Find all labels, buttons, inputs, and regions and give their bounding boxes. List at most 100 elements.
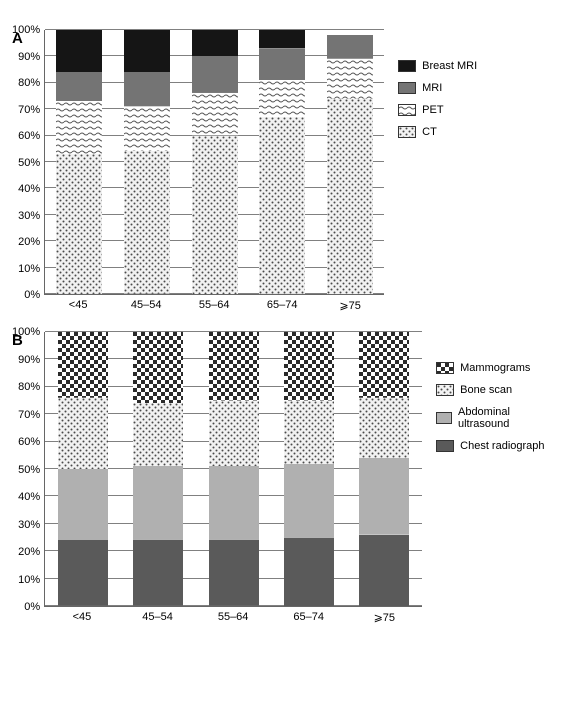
chartB-seg-Chest <box>284 538 334 607</box>
chartA-plot <box>44 30 384 295</box>
chartB-plot <box>44 332 422 607</box>
chartA-seg-MRI <box>259 49 305 81</box>
chartB-xlabel: 55–64 <box>208 611 258 624</box>
chartB-legend-item: Chest radiograph <box>436 440 550 452</box>
chartA-legend: Breast MRI MRI PET CT <box>398 30 508 148</box>
chartA-seg-CT <box>327 99 373 294</box>
chartA-y-axis: 100%90%80%70%60%50%40%30%20%10%0% <box>12 30 44 295</box>
chartA-seg-BreastMRI <box>192 30 238 56</box>
chartB-bar-stack <box>58 332 108 606</box>
chartB-seg-Mammo <box>209 332 259 401</box>
chartA-bar-stack <box>124 30 170 294</box>
chartA-xlabel: 45–54 <box>123 299 169 312</box>
chartB-seg-Bone <box>284 401 334 464</box>
chartA-seg-PET <box>192 93 238 135</box>
chartB-xlabel: ⩾75 <box>359 611 409 624</box>
chartB-row: 100%90%80%70%60%50%40%30%20%10%0%<4545–5… <box>12 332 550 624</box>
chartB-legend-label: Abdominal ultrasound <box>458 406 550 430</box>
chartA-xlabel: <45 <box>55 299 101 312</box>
chartA-seg-MRI <box>192 56 238 93</box>
chartB-bar <box>284 332 334 606</box>
chartB-bar <box>359 332 409 606</box>
chartB-bar-stack <box>133 332 183 606</box>
chartA-seg-BreastMRI <box>124 30 170 72</box>
chartA-seg-MRI <box>327 35 373 59</box>
chartB-bar-stack <box>209 332 259 606</box>
chartA-xlabel: 65–74 <box>259 299 305 312</box>
chartA-seg-PET <box>124 107 170 152</box>
chartA-seg-CT <box>56 154 102 294</box>
chartB-seg-Bone <box>359 398 409 458</box>
chartB-seg-Bone <box>58 398 108 469</box>
chartA: A100%90%80%70%60%50%40%30%20%10%0%<4545–… <box>12 30 550 312</box>
chartA-bar <box>56 30 102 294</box>
chartA-legend-item: Breast MRI <box>398 60 508 72</box>
chartA-row: 100%90%80%70%60%50%40%30%20%10%0% <45 45–5… <box>12 30 550 312</box>
chartB-seg-Mammo <box>284 332 334 401</box>
chartB-bars <box>45 332 422 606</box>
chartB-seg-Chest <box>58 540 108 606</box>
chartB-y-axis: 100%90%80%70%60%50%40%30%20%10%0% <box>12 332 44 607</box>
chartB-seg-Chest <box>133 540 183 606</box>
chartB-bar <box>209 332 259 606</box>
chartA-seg-MRI <box>56 72 102 101</box>
chartB-legend-label: Bone scan <box>460 384 512 396</box>
chartB-seg-Bone <box>209 401 259 467</box>
chartB-legend-item: Mammograms <box>436 362 550 374</box>
chartB-legend-label: Chest radiograph <box>460 440 544 452</box>
chartA-bar-stack <box>259 30 305 294</box>
chartB-xlabel: <45 <box>57 611 107 624</box>
chartA-legend-item: PET <box>398 104 508 116</box>
chartA-legend-label: Breast MRI <box>422 60 477 72</box>
chartA-seg-MRI <box>124 72 170 106</box>
chartB-legend-swatch <box>436 384 454 396</box>
chartB-plot-column: <4545–5455–6465–74⩾75 <box>44 332 422 624</box>
chartA-bar <box>124 30 170 294</box>
chartB-seg-Chest <box>209 540 259 606</box>
chartB-bar-stack <box>359 332 409 606</box>
chartB-legend-swatch <box>436 412 452 424</box>
chartB-seg-Mammo <box>133 332 183 403</box>
chartA-bar-stack <box>192 30 238 294</box>
chartB-seg-Chest <box>359 535 409 606</box>
chartA-bar <box>327 30 373 294</box>
chartA-legend-swatch <box>398 82 416 94</box>
chartB-seg-Mammo <box>58 332 108 398</box>
chartB-seg-Bone <box>133 403 183 466</box>
chartB-xlabel: 65–74 <box>284 611 334 624</box>
chartA-x-axis: <4545–5455–6465–74⩾75 <box>44 299 384 312</box>
chartA-legend-item: CT <box>398 126 508 138</box>
chartB-x-axis: <4545–5455–6465–74⩾75 <box>44 611 422 624</box>
chartA-bars <box>45 30 384 294</box>
chartA-xlabel: 55–64 <box>191 299 237 312</box>
chartB-bar-stack <box>284 332 334 606</box>
chartB-seg-Abdominal <box>133 466 183 540</box>
chartA-bar <box>192 30 238 294</box>
chartA-legend-swatch <box>398 104 416 116</box>
chartB: B100%90%80%70%60%50%40%30%20%10%0%<4545–… <box>12 332 550 624</box>
chartA-seg-BreastMRI <box>56 30 102 72</box>
chartA-seg-BreastMRI <box>259 30 305 48</box>
chartB-legend-item: Abdominal ultrasound <box>436 406 550 430</box>
chartA-seg-PET <box>56 101 102 154</box>
chartA-seg-CT <box>192 136 238 294</box>
chartB-seg-Abdominal <box>58 469 108 540</box>
chartA-seg-CT <box>124 151 170 294</box>
chartB-seg-Abdominal <box>359 458 409 535</box>
chartB-bar <box>58 332 108 606</box>
chartA-legend-item: MRI <box>398 82 508 94</box>
chartA-legend-label: CT <box>422 126 437 138</box>
chartB-seg-Abdominal <box>209 466 259 540</box>
chartA-plot-column: <4545–5455–6465–74⩾75 <box>44 30 384 312</box>
chartA-seg-PET <box>259 80 305 117</box>
chartB-legend-label: Mammograms <box>460 362 530 374</box>
chartA-bar-stack <box>327 30 373 294</box>
chartB-legend: Mammograms Bone scan Abdominal ultrasound C… <box>436 332 550 462</box>
chartB-bar <box>133 332 183 606</box>
chartA-bar <box>259 30 305 294</box>
chartA-legend-label: MRI <box>422 82 442 94</box>
chartA-bar-stack <box>56 30 102 294</box>
chartB-legend-item: Bone scan <box>436 384 550 396</box>
chartA-seg-CT <box>259 117 305 294</box>
chartB-seg-Mammo <box>359 332 409 398</box>
